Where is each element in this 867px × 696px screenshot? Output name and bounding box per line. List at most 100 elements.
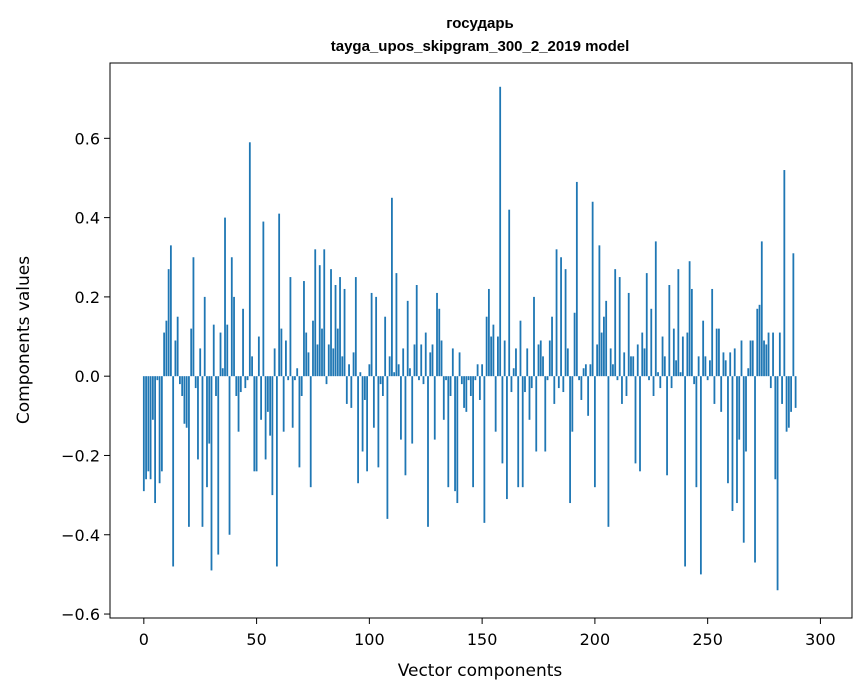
bar-161 [506,376,508,500]
bar-74 [309,376,312,488]
bar-189 [569,376,571,504]
bar-240 [684,376,686,567]
bar-1 [145,376,147,480]
bar-260 [729,352,732,377]
bar-48 [251,356,253,377]
bar-127 [429,352,432,377]
bar-208 [612,364,614,377]
bar-173 [533,296,535,377]
bar-279 [772,332,774,377]
bar-172 [530,376,533,389]
bar-232 [666,376,668,476]
bar-235 [672,328,675,377]
bar-26 [201,376,204,527]
bar-10 [165,320,168,377]
bar-119 [411,376,414,444]
bar-283 [781,376,783,404]
bar-55 [266,376,269,412]
bar-248 [702,320,705,377]
bar-5 [154,376,156,504]
y-tick-label-3: 0.0 [75,367,100,386]
bar-289 [794,376,797,408]
bar-43 [239,376,242,393]
bar-288 [792,253,795,377]
bar-88 [341,356,344,377]
bar-109 [388,356,391,377]
bar-195 [582,368,585,377]
bar-133 [442,376,445,420]
bar-79 [321,328,323,377]
y-tick-label-1: −0.4 [61,526,100,545]
bar-17 [181,376,184,396]
bar-108 [386,376,389,519]
bar-42 [237,376,240,432]
y-axis: −0.6 −0.4 −0.2 0.0 0.2 0.4 0.6 [61,129,110,624]
bar-207 [609,348,612,377]
bar-228 [657,372,659,377]
bar-249 [704,356,707,377]
bar-86 [336,328,339,377]
y-tick-label-4: 0.2 [75,288,100,307]
bar-282 [778,332,781,377]
bar-187 [564,269,567,377]
bar-177 [542,356,544,377]
bar-27 [203,296,206,377]
bar-220 [639,376,641,472]
bar-275 [763,340,765,377]
bar-197 [587,376,590,416]
bar-183 [555,249,558,377]
x-tick-label-250: 250 [692,630,723,649]
bar-65 [289,277,292,377]
bar-204 [603,316,605,377]
bar-15 [176,316,179,377]
bar-98 [363,376,366,400]
bar-148 [476,364,479,377]
bar-199 [591,201,594,377]
bar-146 [472,376,474,488]
bar-2 [147,376,150,472]
bar-159 [501,376,504,464]
bar-121 [415,285,418,377]
bar-126 [427,376,429,527]
bar-11 [167,269,170,377]
bar-95 [357,376,359,484]
bar-46 [246,376,249,381]
bar-49 [253,376,256,472]
bar-63 [285,340,287,377]
bar-19 [185,376,188,428]
bar-264 [738,376,741,440]
bar-124 [422,376,425,385]
bar-253 [713,376,716,404]
bar-70 [300,376,303,396]
bar-236 [675,360,677,377]
bar-16 [179,376,181,385]
bar-259 [727,376,729,484]
bar-174 [535,376,538,452]
bar-71 [303,281,305,377]
bar-200 [593,376,596,488]
bar-60 [278,213,281,377]
bar-73 [307,352,310,377]
bar-156 [494,376,497,432]
bar-66 [291,376,294,428]
bar-186 [562,376,565,393]
bar-38 [228,376,231,535]
bar-82 [327,344,330,377]
bar-278 [769,376,772,389]
bar-87 [339,277,341,377]
bar-23 [194,376,197,389]
bar-266 [742,376,745,543]
bar-51 [257,336,260,377]
bar-222 [643,348,646,377]
bar-3 [149,376,152,480]
bar-35 [221,368,224,377]
bar-262 [733,348,736,377]
bar-99 [366,376,368,472]
bar-96 [359,372,362,377]
bar-29 [208,376,211,444]
y-tick-label-2: −0.2 [61,446,100,465]
bar-30 [210,376,213,571]
bar-129 [433,376,436,440]
bar-45 [244,376,247,389]
